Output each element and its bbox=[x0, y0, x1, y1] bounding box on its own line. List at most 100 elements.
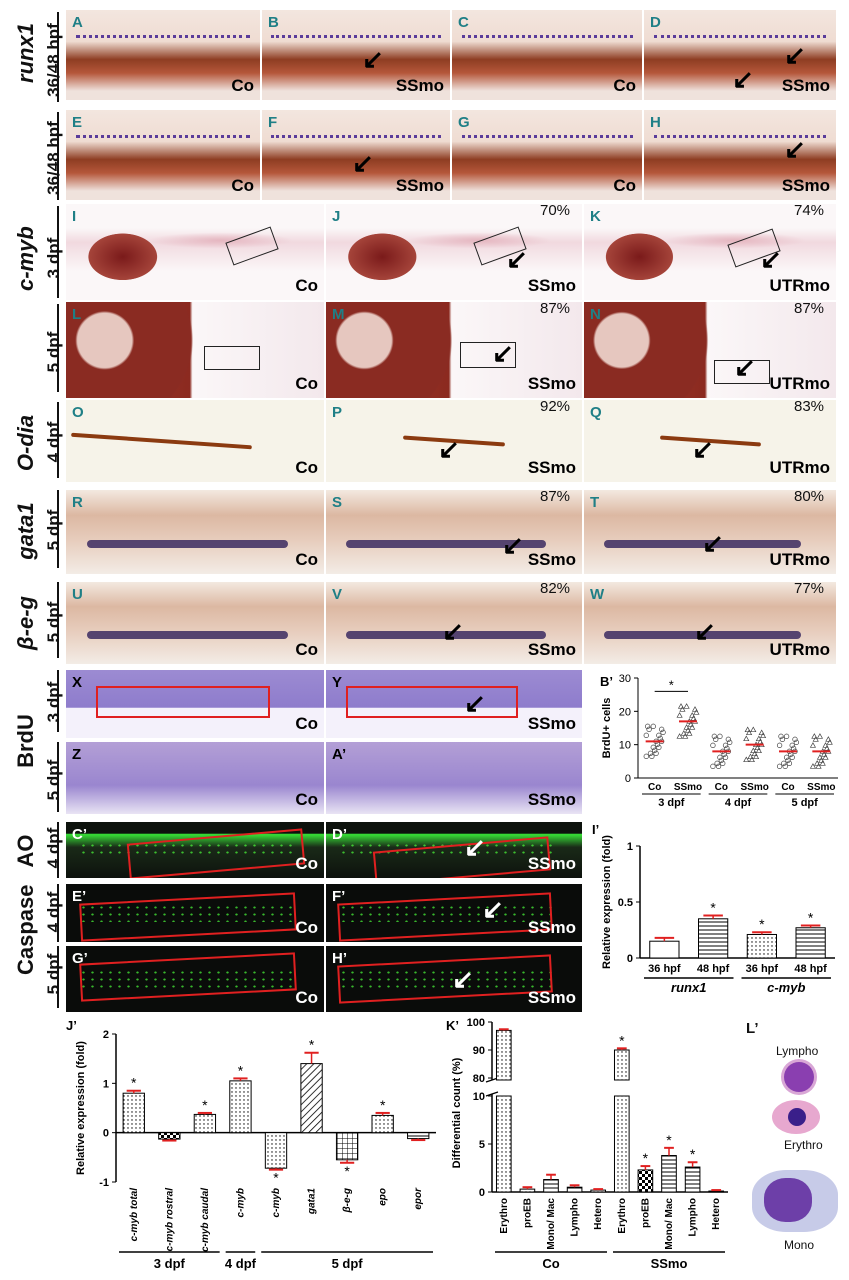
y-tick-label: 90 bbox=[473, 1045, 485, 1057]
treatment-label: Co bbox=[295, 550, 318, 569]
data-point bbox=[789, 742, 795, 748]
treatment-label: Co bbox=[295, 714, 318, 733]
data-point bbox=[710, 742, 716, 748]
data-point bbox=[815, 763, 822, 769]
penetrance-percent: 80% bbox=[794, 488, 825, 505]
micrograph-panel-25: ↙ Y SSmo bbox=[326, 670, 582, 738]
bar bbox=[649, 940, 680, 959]
data-point bbox=[754, 744, 761, 751]
data-point bbox=[715, 763, 722, 769]
group-label: Co bbox=[542, 1256, 559, 1271]
penetrance-percent: 82% bbox=[540, 580, 571, 597]
significance-star: * bbox=[238, 1062, 244, 1078]
treatment-label: SSmo bbox=[781, 76, 830, 95]
y-tick-label: 30 bbox=[619, 673, 631, 685]
red-region-box bbox=[96, 686, 270, 718]
treatment-label: Co bbox=[295, 374, 318, 393]
data-point bbox=[689, 712, 696, 718]
arrow-icon: ↙ bbox=[362, 44, 384, 74]
arrow-icon: ↙ bbox=[482, 894, 504, 924]
bar bbox=[335, 1132, 359, 1161]
staining-band bbox=[86, 540, 288, 549]
penetrance-percent: 70% bbox=[540, 202, 571, 219]
treatment-label: UTRmo bbox=[769, 640, 830, 659]
significance-star: * bbox=[669, 677, 674, 692]
panel-letter: C’ bbox=[72, 826, 87, 843]
micrograph-panel-26: Z Co bbox=[66, 742, 324, 814]
y-axis-label: Relative expression (fold) bbox=[601, 835, 613, 969]
treatment-label: SSmo bbox=[527, 918, 576, 937]
bar bbox=[158, 1132, 181, 1140]
data-point bbox=[759, 732, 767, 739]
treatment-label: Co bbox=[295, 640, 318, 659]
data-point bbox=[684, 727, 692, 733]
row-label-beg: β-e-g bbox=[13, 596, 38, 650]
x-category-label: Co bbox=[715, 782, 728, 793]
arrow-icon: ↙ bbox=[492, 338, 514, 368]
significance-star: * bbox=[619, 1032, 625, 1048]
y-tick-label: -1 bbox=[99, 1177, 109, 1189]
label-mono: Mono bbox=[784, 1238, 815, 1252]
arrow-icon: ↙ bbox=[442, 616, 464, 646]
penetrance-percent: 83% bbox=[794, 398, 825, 415]
stage-cmyb-5: 5 dpf bbox=[44, 331, 63, 373]
data-point bbox=[683, 703, 690, 709]
data-point bbox=[816, 754, 824, 760]
y-tick-label: 5 bbox=[479, 1139, 485, 1151]
chart-id: I’ bbox=[592, 822, 599, 837]
cell-mono bbox=[752, 1170, 838, 1232]
data-point bbox=[776, 763, 783, 769]
data-point bbox=[758, 729, 765, 736]
data-point bbox=[687, 721, 694, 727]
data-point bbox=[725, 736, 731, 742]
significance-star: * bbox=[759, 916, 765, 932]
data-point bbox=[781, 760, 787, 766]
arrow-icon: ↙ bbox=[694, 616, 716, 646]
treatment-label: UTRmo bbox=[769, 276, 830, 295]
panel-letter: D’ bbox=[332, 826, 347, 843]
staining-band bbox=[346, 631, 547, 640]
treatment-label: SSmo bbox=[527, 790, 576, 809]
bracket-beg bbox=[57, 582, 59, 658]
micrograph-panel-19: ↙ S SSmo bbox=[326, 490, 582, 574]
panel-letter: F’ bbox=[332, 888, 346, 905]
bar bbox=[684, 1166, 701, 1193]
axis-break-mark bbox=[485, 1077, 499, 1097]
bar bbox=[264, 1132, 288, 1169]
data-point bbox=[722, 754, 729, 760]
staining-band bbox=[604, 540, 801, 549]
treatment-label: UTRmo bbox=[769, 550, 830, 569]
data-point bbox=[711, 733, 717, 739]
stage-gata1: 5 dpf bbox=[44, 509, 63, 551]
micrograph-panel-18: R Co bbox=[66, 490, 324, 574]
stage-cmyb-3: 3 dpf bbox=[44, 237, 63, 279]
panel-letter: V bbox=[332, 586, 343, 603]
data-point bbox=[649, 753, 655, 759]
x-category-label: Lympho bbox=[688, 1198, 699, 1237]
bracket-caspase-4 bbox=[57, 884, 59, 942]
y-tick-label: 10 bbox=[619, 740, 631, 752]
micrograph-panel-31: ↙ F’ SSmo bbox=[326, 884, 582, 942]
significance-star: * bbox=[666, 1132, 672, 1148]
data-point bbox=[752, 753, 760, 760]
treatment-label: Co bbox=[295, 276, 318, 295]
y-tick-label: 2 bbox=[103, 1029, 109, 1041]
data-point bbox=[825, 736, 832, 742]
data-point bbox=[783, 733, 790, 739]
arrow-icon: ↙ bbox=[438, 434, 460, 464]
panel-letter: H’ bbox=[332, 950, 347, 967]
micrograph-panel-2: ↙ B SSmo bbox=[262, 10, 450, 100]
significance-star: * bbox=[202, 1097, 208, 1113]
x-category-label: SSmo bbox=[674, 782, 702, 793]
data-point bbox=[755, 735, 762, 742]
panel-letter: A’ bbox=[332, 746, 347, 763]
x-category-label: 36 hpf bbox=[648, 963, 681, 975]
row-label-runx1: runx1 bbox=[13, 23, 38, 83]
data-point bbox=[718, 757, 724, 763]
bar bbox=[708, 1190, 725, 1193]
red-region-box bbox=[126, 828, 306, 878]
treatment-label: Co bbox=[295, 790, 318, 809]
micrograph-panel-30: E’ Co bbox=[66, 884, 324, 942]
panel-letter: Q bbox=[590, 404, 602, 421]
treatment-label: SSmo bbox=[527, 854, 576, 873]
